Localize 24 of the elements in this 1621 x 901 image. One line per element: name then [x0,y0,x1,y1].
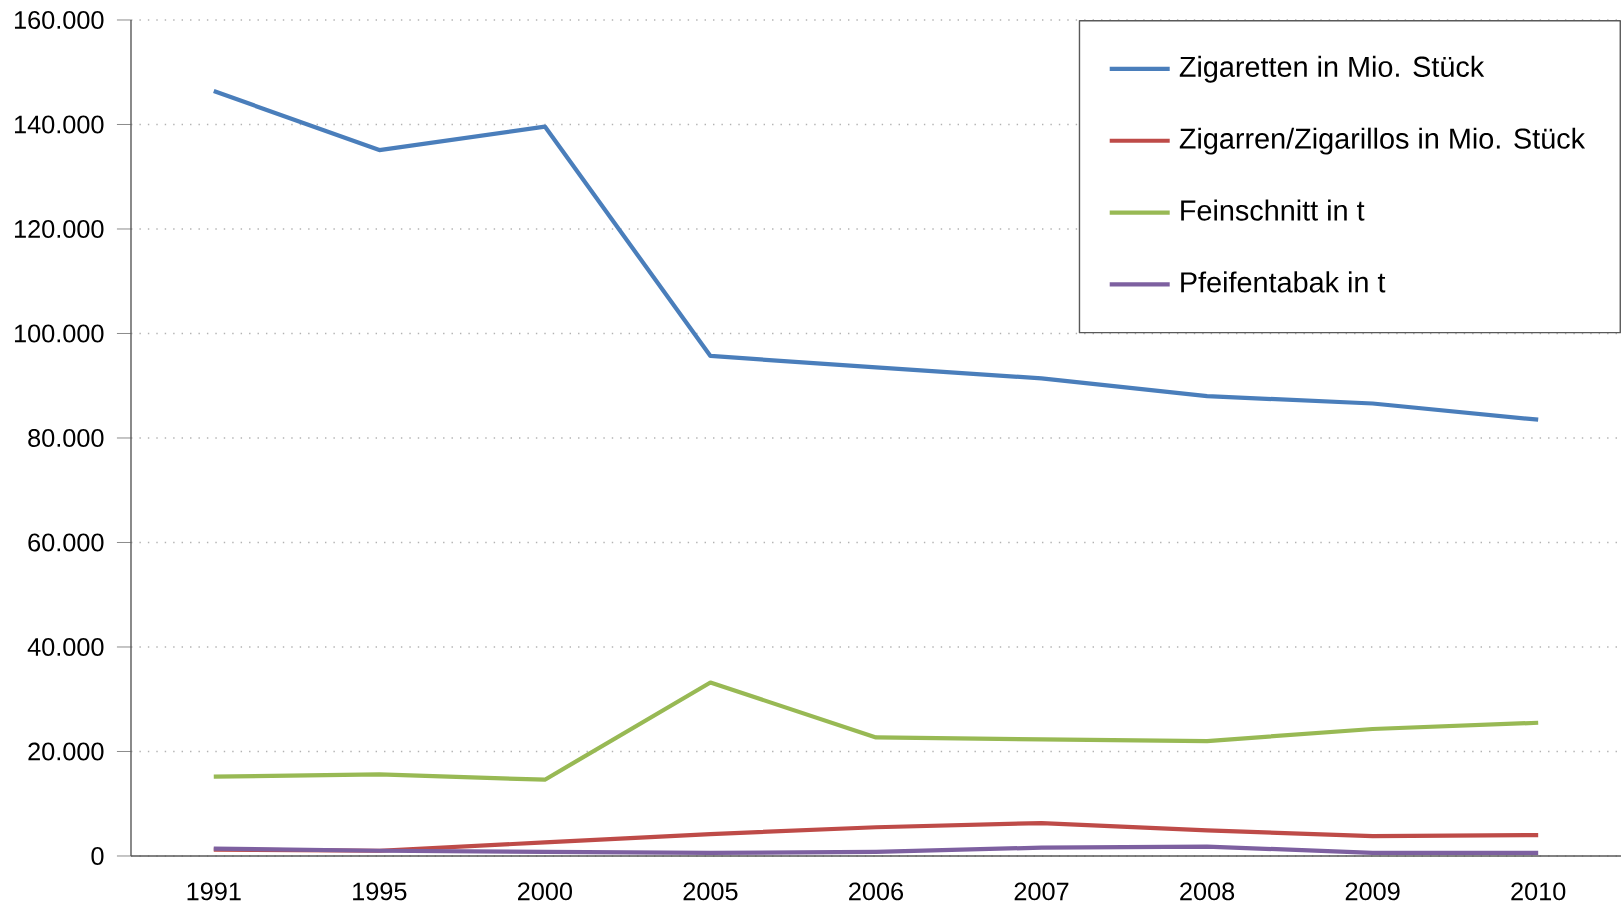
line-series [211,680,1541,782]
y-tick-label: 60.000 [28,533,104,552]
y-tick-label: 20.000 [28,742,104,761]
legend-label: Pfeifentabak in t [1181,271,1386,293]
x-tick-label: 2010 [1511,882,1566,901]
legend-label: Feinschnitt in t [1181,199,1365,221]
y-tick-label: 80.000 [28,429,104,447]
x-tick-label: 1991 [187,882,241,901]
x-tick-label: 1995 [353,882,407,901]
x-tick-label: 2009 [1345,882,1400,901]
y-tick-label: 120.000 [14,220,104,238]
y-tick-label: 0 [91,847,104,865]
x-tick-label: 2007 [1014,882,1069,901]
line-series [211,844,1541,855]
x-tick-label: 2000 [518,882,572,901]
legend-label: Zigaretten in Mio. Stück [1179,55,1485,83]
legend-label: Zigarren/Zigarillos in Mio. Stück [1179,127,1586,155]
y-tick-label: 140.000 [14,115,104,134]
x-tick-label: 2008 [1180,882,1235,901]
y-tick-label: 100.000 [14,324,104,343]
y-tick-label: 160.000 [14,11,104,29]
x-tick-label: 2005 [683,882,738,901]
x-tick-label: 2006 [849,882,903,901]
y-tick-label: 40.000 [27,638,104,656]
